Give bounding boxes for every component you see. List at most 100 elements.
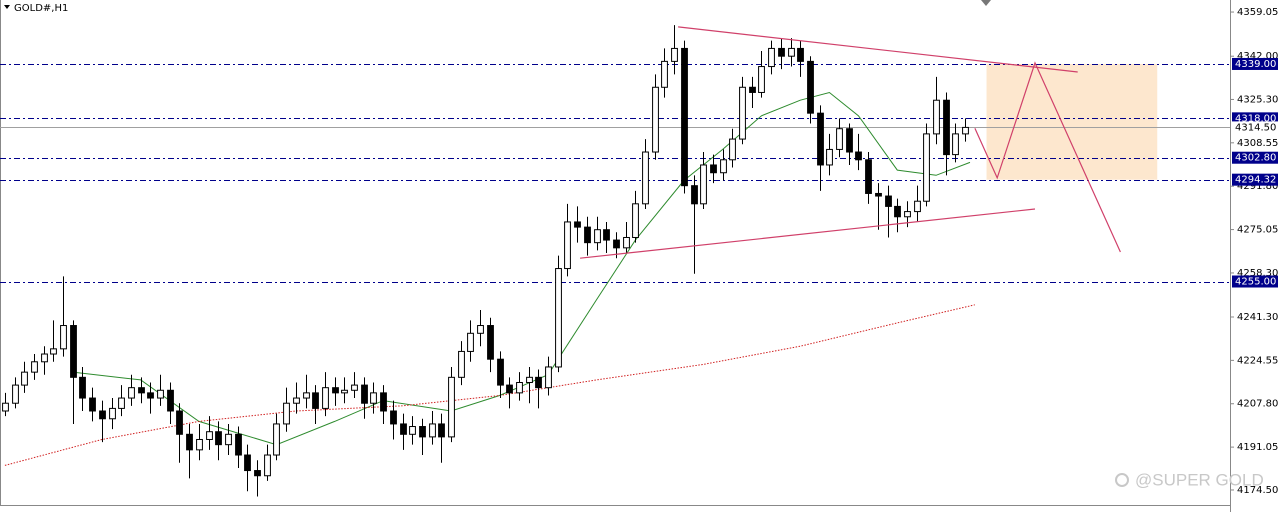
candle-body	[584, 226, 591, 244]
candle-body	[429, 423, 436, 438]
watermark-icon	[1115, 473, 1129, 487]
candle-body	[778, 47, 785, 57]
candle-body	[962, 126, 969, 135]
candle-body	[244, 454, 251, 472]
candle-body	[341, 389, 348, 394]
candle-body	[303, 392, 310, 399]
symbol-menu-icon[interactable]	[4, 5, 10, 9]
candle-body	[293, 397, 300, 404]
candle-body	[70, 325, 77, 378]
candle-body	[138, 387, 145, 394]
candle-body	[613, 239, 620, 249]
candle-body	[196, 438, 203, 451]
candle-body	[555, 268, 562, 368]
candle-body	[952, 133, 959, 156]
candle-body	[545, 366, 552, 389]
candle-body	[807, 60, 814, 114]
candle-body	[370, 392, 377, 404]
candle-body	[487, 325, 494, 360]
chart-title: GOLD#,H1	[14, 3, 68, 14]
plot-area	[0, 25, 1230, 497]
candle-body	[564, 221, 571, 270]
trendline	[678, 26, 1078, 73]
y-tick-label: 4342.00	[1237, 51, 1278, 62]
candle-body	[700, 164, 707, 205]
candle-body	[826, 148, 833, 166]
candle-body	[400, 423, 407, 435]
candle-body	[535, 376, 542, 389]
candle-body	[914, 200, 921, 213]
candle-body	[273, 423, 280, 456]
candle-body	[749, 86, 756, 93]
y-tick-label: 4191.05	[1237, 442, 1278, 453]
price-level-label: 4318.00	[1235, 113, 1276, 124]
target-zone	[986, 63, 1158, 180]
candle-body	[681, 47, 688, 187]
candle-body	[157, 389, 164, 399]
candle-body	[186, 433, 193, 451]
candle-body	[894, 205, 901, 218]
price-level-box	[1232, 112, 1278, 125]
y-tick-label: 4308.55	[1237, 138, 1278, 149]
candle-body	[875, 192, 882, 197]
candle-body	[497, 358, 504, 386]
candle-body	[846, 128, 853, 153]
candle-body	[283, 402, 290, 425]
price-level-label: 4302.80	[1235, 153, 1276, 164]
candle-body	[109, 407, 116, 420]
candle-body	[99, 410, 106, 420]
candle-body	[526, 376, 533, 384]
candle-body	[788, 47, 795, 57]
candle-body	[729, 138, 736, 161]
candle-body	[215, 431, 222, 446]
candle-body	[380, 392, 387, 412]
y-tick-label: 4258.30	[1237, 268, 1278, 279]
candle-body	[235, 433, 242, 456]
candle-body	[147, 392, 154, 399]
candle-body	[516, 382, 523, 394]
candle-body	[225, 433, 232, 446]
price-level-label: 4314.50	[1235, 122, 1276, 133]
candle-body	[865, 159, 872, 194]
candle-body	[438, 423, 445, 438]
candle-body	[506, 384, 513, 394]
shift-marker	[981, 0, 991, 6]
candle-body	[594, 229, 601, 244]
trendline	[974, 61, 1121, 253]
price-level-box	[1232, 173, 1278, 186]
price-level-label: 4339.00	[1235, 59, 1276, 70]
candle-body	[923, 133, 930, 202]
candle-body	[943, 99, 950, 156]
candle-body	[632, 203, 639, 238]
y-tick-label: 4325.30	[1237, 94, 1278, 105]
candle-body	[720, 159, 727, 174]
price-level-label: 4255.00	[1235, 277, 1276, 288]
trendline	[580, 208, 1036, 259]
candle-body	[933, 99, 940, 135]
candle-body	[2, 402, 9, 412]
candle-body	[206, 431, 213, 440]
price-level-box	[1232, 151, 1278, 164]
price-level-box	[1232, 121, 1278, 134]
watermark: @SUPER GOLD	[1135, 470, 1264, 489]
price-level-box	[1232, 57, 1278, 70]
candle-body	[603, 229, 610, 241]
candle-body	[623, 236, 630, 249]
y-tick-label: 4275.05	[1237, 225, 1278, 236]
candle-body	[691, 185, 698, 205]
candle-body	[671, 47, 678, 62]
candle-body	[21, 371, 28, 386]
candle-body	[332, 387, 339, 394]
candle-body	[467, 332, 474, 352]
candle-body	[642, 151, 649, 205]
candle-body	[797, 47, 804, 62]
candle-body	[855, 151, 862, 161]
candle-body	[458, 350, 465, 378]
moving-average	[4, 304, 976, 466]
candle-body	[768, 47, 775, 68]
candle-body	[50, 348, 57, 355]
candle-body	[574, 221, 581, 228]
candle-body	[739, 86, 746, 140]
candle-body	[12, 384, 19, 404]
